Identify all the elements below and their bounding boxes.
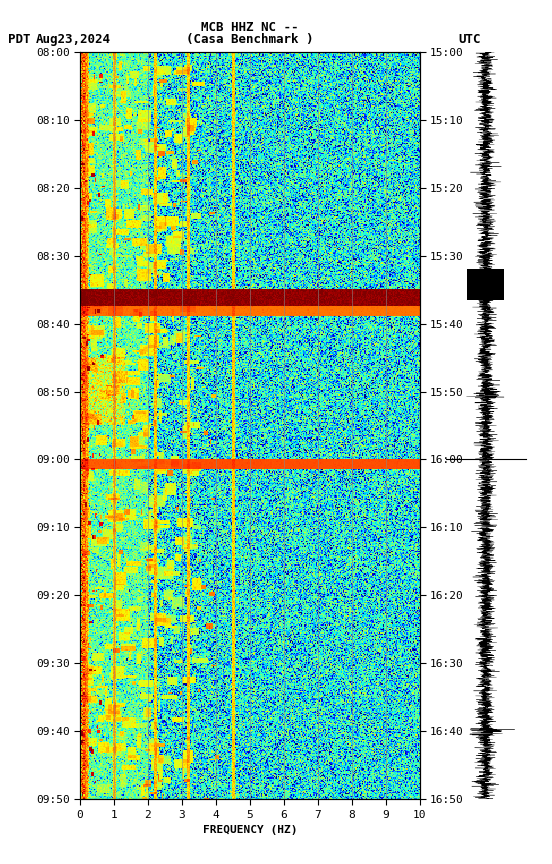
Text: Aug23,2024: Aug23,2024 — [36, 33, 111, 46]
Bar — [467, 270, 505, 300]
Text: (Casa Benchmark ): (Casa Benchmark ) — [186, 33, 314, 46]
Text: PDT: PDT — [8, 33, 31, 46]
X-axis label: FREQUENCY (HZ): FREQUENCY (HZ) — [203, 825, 297, 835]
Text: UTC: UTC — [458, 33, 481, 46]
Text: MCB HHZ NC --: MCB HHZ NC -- — [201, 21, 299, 34]
